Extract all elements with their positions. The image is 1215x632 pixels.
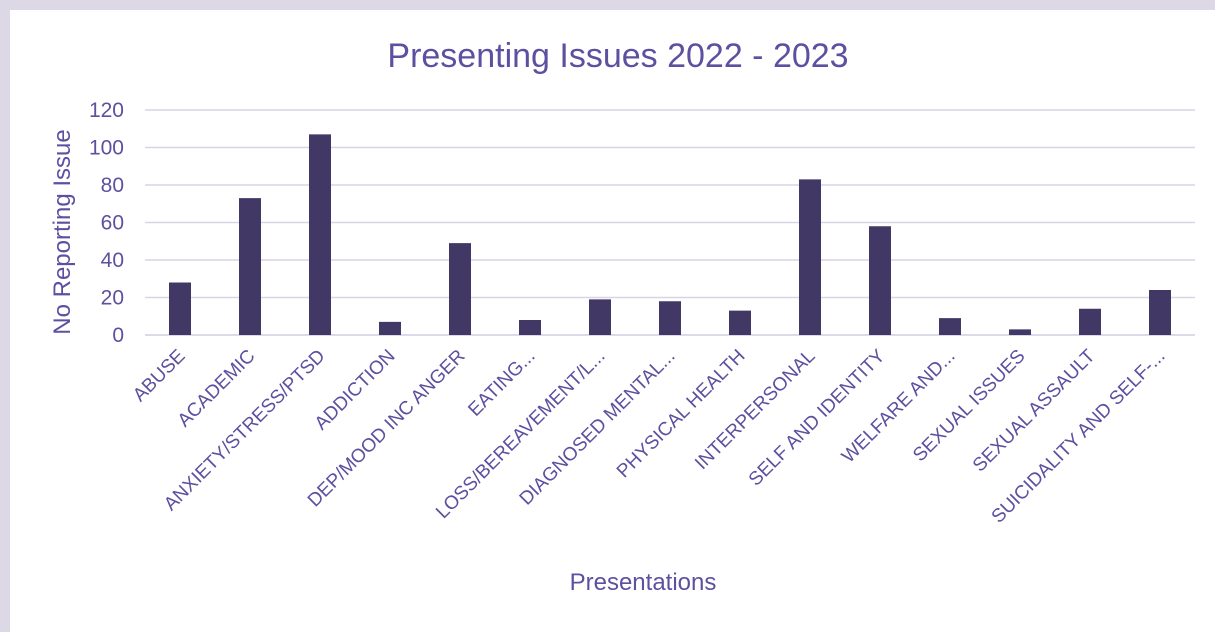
x-axis-labels: ABUSEACADEMICANXIETY/STRESS/PTSDADDICTIO… — [129, 345, 1169, 527]
bar — [1009, 329, 1031, 335]
bar — [449, 243, 471, 335]
bar — [379, 321, 401, 335]
y-axis-title: No Reporting Issue — [49, 129, 76, 334]
x-category-label: SEXUAL ASSAULT — [969, 345, 1100, 476]
y-tick-label: 40 — [101, 249, 124, 272]
y-tick-label: 100 — [89, 137, 124, 160]
bar — [729, 310, 751, 335]
y-tick-label: 0 — [112, 324, 124, 347]
bar — [519, 320, 541, 335]
x-axis-title: Presentations — [570, 569, 717, 596]
bar — [869, 226, 891, 335]
bar — [1079, 308, 1101, 335]
x-category-label: INTERPERSONAL — [691, 346, 819, 474]
chart-title: Presenting Issues 2022 - 2023 — [387, 37, 848, 75]
x-category-label: ABUSE — [129, 346, 189, 406]
bar — [589, 299, 611, 335]
bar — [799, 179, 821, 335]
x-category-label: SELF AND IDENTITY — [745, 345, 890, 490]
bar — [239, 198, 261, 335]
bar — [939, 318, 961, 335]
y-tick-label: 80 — [101, 174, 124, 197]
bar — [1149, 290, 1171, 335]
y-tick-label: 60 — [101, 212, 124, 235]
x-category-label: EATING... — [464, 346, 539, 421]
y-tick-label: 20 — [101, 287, 124, 310]
bar — [309, 134, 331, 335]
x-category-label: PHYSICAL HEALTH — [613, 346, 750, 483]
bar — [659, 301, 681, 335]
y-tick-label: 120 — [89, 99, 124, 122]
bars — [169, 134, 1171, 335]
y-axis-ticks: 0 20 40 60 80 100 120 — [89, 99, 124, 347]
bar — [169, 282, 191, 335]
